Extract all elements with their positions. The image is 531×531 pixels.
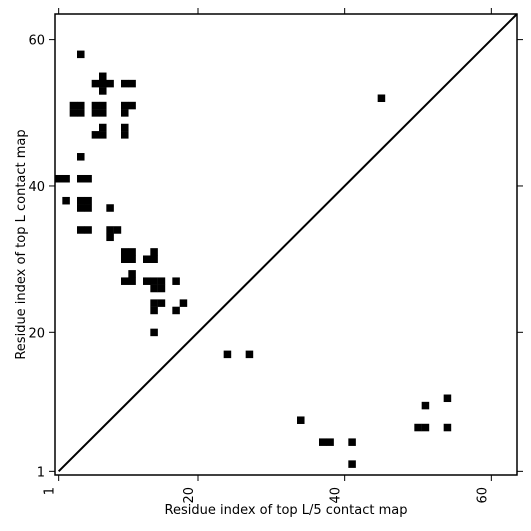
contact-cell-top-l — [99, 101, 107, 110]
contact-cell-top-l — [157, 284, 166, 293]
contact-cell-top-l5 — [421, 423, 430, 432]
contact-cell-top-l5 — [443, 423, 452, 432]
contact-cell-top-l — [121, 277, 129, 285]
contact-cell-top-l — [150, 277, 158, 285]
contact-cell-top-l — [121, 79, 129, 88]
x-tick-label: 40 — [329, 487, 344, 504]
contact-cell-top-l — [99, 87, 107, 95]
diagonal-line — [57, 13, 518, 473]
contact-cell-top-l — [150, 255, 158, 263]
y-tick-label: 20 — [28, 326, 45, 341]
contact-cell-top-l — [377, 94, 386, 103]
contact-cell-top-l5 — [421, 401, 430, 410]
contact-cell-top-l — [172, 277, 180, 285]
contact-cell-top-l — [150, 328, 158, 337]
contact-cell-top-l — [128, 248, 136, 256]
contact-cell-top-l — [121, 131, 129, 139]
contact-cell-top-l — [91, 131, 100, 139]
x-tick-label: 20 — [182, 487, 197, 504]
y-tick-label: 1 — [37, 465, 45, 480]
y-tick-label: 60 — [28, 34, 45, 49]
contact-cell-top-l — [99, 72, 107, 81]
contact-cell-top-l — [121, 101, 129, 110]
contact-cell-top-l — [150, 306, 158, 315]
contact-cell-top-l — [128, 277, 136, 285]
contact-cell-top-l — [69, 109, 78, 117]
contact-cell-top-l — [121, 123, 129, 132]
contact-cell-top-l — [121, 255, 129, 263]
contact-cell-top-l — [77, 109, 85, 117]
contact-cell-top-l — [172, 306, 180, 315]
contact-cell-top-l — [143, 255, 151, 263]
x-tick-label: 60 — [475, 487, 490, 504]
contacts-layer — [55, 50, 452, 468]
contact-cell-top-l — [179, 299, 188, 307]
contact-cell-top-l — [84, 204, 92, 212]
contact-cell-top-l5 — [348, 438, 356, 446]
y-axis-label: Residue index of top L contact map — [14, 129, 29, 359]
contact-cell-top-l — [121, 109, 129, 117]
contact-cell-top-l — [157, 277, 166, 285]
contact-cell-top-l — [99, 109, 107, 117]
contact-cell-top-l — [84, 226, 92, 234]
contact-cell-top-l — [99, 123, 107, 132]
contact-cell-top-l — [150, 248, 158, 256]
contact-cell-top-l — [106, 79, 114, 88]
contact-cell-top-l — [99, 131, 107, 139]
contact-cell-top-l — [55, 174, 63, 183]
contact-cell-top-l — [113, 226, 122, 234]
contact-cell-top-l — [106, 204, 114, 212]
contact-cell-top-l — [62, 174, 70, 183]
y-tick-label: 40 — [28, 180, 45, 195]
contact-cell-top-l — [128, 79, 136, 88]
contact-cell-top-l — [143, 277, 151, 285]
contact-cell-top-l — [77, 50, 85, 59]
contact-cell-top-l5 — [443, 394, 452, 403]
contact-cell-top-l — [84, 196, 92, 205]
contact-cell-top-l — [91, 79, 100, 88]
contact-cell-top-l — [157, 299, 166, 307]
contact-cell-top-l — [84, 174, 92, 183]
contact-cell-top-l5 — [245, 350, 254, 359]
contact-cell-top-l — [77, 204, 85, 212]
contact-cell-top-l5 — [223, 350, 232, 359]
contact-cell-top-l — [106, 226, 114, 234]
contact-cell-top-l — [77, 101, 85, 110]
contact-cell-top-l — [150, 299, 158, 307]
contact-cell-top-l — [106, 233, 114, 242]
ticks-layer: 1 20 40 60 1 20 40 60 — [28, 8, 523, 504]
plot-frame — [54, 13, 518, 476]
contact-cell-top-l — [128, 101, 136, 110]
contact-cell-top-l — [121, 248, 129, 256]
contact-cell-top-l — [150, 284, 158, 293]
contact-cell-top-l — [77, 174, 85, 183]
contact-cell-top-l — [77, 226, 85, 234]
contact-cell-top-l5 — [414, 423, 422, 432]
contact-cell-top-l5 — [297, 416, 305, 424]
contact-cell-top-l — [91, 109, 100, 117]
contact-cell-top-l — [99, 79, 107, 88]
contact-cell-top-l — [77, 153, 85, 161]
contact-cell-top-l — [128, 255, 136, 263]
contact-cell-top-l — [91, 101, 100, 110]
contact-cell-top-l5 — [319, 438, 327, 446]
contact-cell-top-l — [77, 196, 85, 205]
contact-cell-top-l5 — [326, 438, 334, 446]
x-tick-label: 1 — [43, 487, 58, 495]
contact-cell-top-l — [128, 270, 136, 278]
contact-cell-top-l5 — [348, 460, 356, 468]
contact-cell-top-l — [62, 196, 70, 205]
x-axis-label: Residue index of top L/5 contact map — [165, 503, 408, 518]
contact-cell-top-l — [69, 101, 78, 110]
